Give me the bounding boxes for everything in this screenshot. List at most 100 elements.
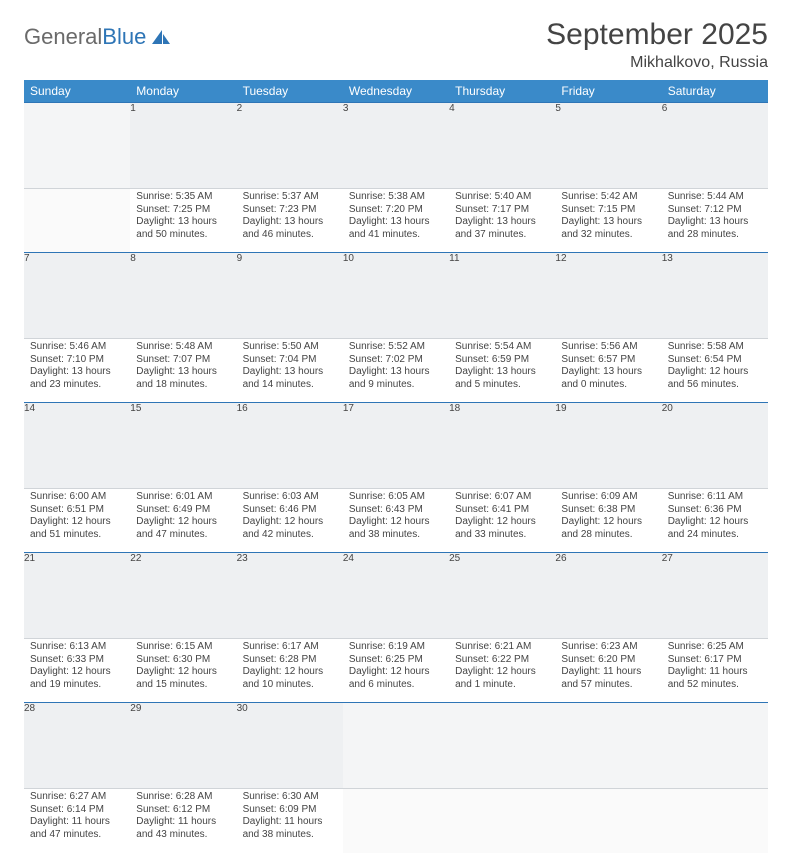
- day-details: Sunrise: 5:52 AMSunset: 7:02 PMDaylight:…: [343, 339, 449, 397]
- day-cell: Sunrise: 5:52 AMSunset: 7:02 PMDaylight:…: [343, 339, 449, 403]
- sunset-line: Sunset: 6:43 PM: [349, 504, 443, 517]
- daylight-line: Daylight: 12 hours and 42 minutes.: [243, 516, 337, 541]
- daylight-line: Daylight: 13 hours and 23 minutes.: [30, 366, 124, 391]
- sunrise-line: Sunrise: 6:25 AM: [668, 641, 762, 654]
- day-number-row: 123456: [24, 103, 768, 189]
- day-cell: [24, 189, 130, 253]
- sunset-line: Sunset: 6:22 PM: [455, 654, 549, 667]
- day-details: Sunrise: 5:37 AMSunset: 7:23 PMDaylight:…: [237, 189, 343, 247]
- sunset-line: Sunset: 7:25 PM: [136, 204, 230, 217]
- sunset-line: Sunset: 6:36 PM: [668, 504, 762, 517]
- logo-sail-icon: [150, 28, 172, 46]
- sunrise-line: Sunrise: 5:48 AM: [136, 341, 230, 354]
- day-number-cell: 13: [662, 253, 768, 339]
- sunset-line: Sunset: 6:54 PM: [668, 354, 762, 367]
- weekday-header: Saturday: [662, 80, 768, 103]
- daylight-line: Daylight: 12 hours and 10 minutes.: [243, 666, 337, 691]
- sunrise-line: Sunrise: 6:07 AM: [455, 491, 549, 504]
- weekday-header: Sunday: [24, 80, 130, 103]
- day-details: Sunrise: 6:25 AMSunset: 6:17 PMDaylight:…: [662, 639, 768, 697]
- sunrise-line: Sunrise: 6:17 AM: [243, 641, 337, 654]
- brand-part2: Blue: [102, 24, 146, 50]
- day-cell: Sunrise: 5:38 AMSunset: 7:20 PMDaylight:…: [343, 189, 449, 253]
- day-details: Sunrise: 6:27 AMSunset: 6:14 PMDaylight:…: [24, 789, 130, 847]
- day-details: Sunrise: 5:35 AMSunset: 7:25 PMDaylight:…: [130, 189, 236, 247]
- day-number-cell: [555, 703, 661, 789]
- sunset-line: Sunset: 6:38 PM: [561, 504, 655, 517]
- day-details: Sunrise: 5:44 AMSunset: 7:12 PMDaylight:…: [662, 189, 768, 247]
- daylight-line: Daylight: 11 hours and 57 minutes.: [561, 666, 655, 691]
- header: GeneralBlue September 2025 Mikhalkovo, R…: [24, 18, 768, 72]
- sunrise-line: Sunrise: 6:19 AM: [349, 641, 443, 654]
- day-details: Sunrise: 5:50 AMSunset: 7:04 PMDaylight:…: [237, 339, 343, 397]
- daylight-line: Daylight: 13 hours and 9 minutes.: [349, 366, 443, 391]
- sunrise-line: Sunrise: 5:46 AM: [30, 341, 124, 354]
- sunset-line: Sunset: 7:12 PM: [668, 204, 762, 217]
- day-number-row: 14151617181920: [24, 403, 768, 489]
- sunset-line: Sunset: 6:49 PM: [136, 504, 230, 517]
- sunrise-line: Sunrise: 6:30 AM: [243, 791, 337, 804]
- sunrise-line: Sunrise: 6:27 AM: [30, 791, 124, 804]
- day-number-cell: 7: [24, 253, 130, 339]
- sunrise-line: Sunrise: 5:35 AM: [136, 191, 230, 204]
- day-cell: Sunrise: 6:11 AMSunset: 6:36 PMDaylight:…: [662, 489, 768, 553]
- day-details: Sunrise: 6:15 AMSunset: 6:30 PMDaylight:…: [130, 639, 236, 697]
- daylight-line: Daylight: 13 hours and 50 minutes.: [136, 216, 230, 241]
- sunset-line: Sunset: 6:28 PM: [243, 654, 337, 667]
- daylight-line: Daylight: 13 hours and 37 minutes.: [455, 216, 549, 241]
- day-details: Sunrise: 5:56 AMSunset: 6:57 PMDaylight:…: [555, 339, 661, 397]
- sunrise-line: Sunrise: 6:00 AM: [30, 491, 124, 504]
- day-number-cell: 11: [449, 253, 555, 339]
- day-number-cell: [449, 703, 555, 789]
- day-number-cell: 6: [662, 103, 768, 189]
- sunrise-line: Sunrise: 6:01 AM: [136, 491, 230, 504]
- day-cell: Sunrise: 6:27 AMSunset: 6:14 PMDaylight:…: [24, 789, 130, 853]
- sunset-line: Sunset: 7:02 PM: [349, 354, 443, 367]
- day-number-cell: 18: [449, 403, 555, 489]
- day-cell: Sunrise: 6:03 AMSunset: 6:46 PMDaylight:…: [237, 489, 343, 553]
- weekday-header: Monday: [130, 80, 236, 103]
- sunrise-line: Sunrise: 5:50 AM: [243, 341, 337, 354]
- day-details: Sunrise: 6:01 AMSunset: 6:49 PMDaylight:…: [130, 489, 236, 547]
- day-cell: [343, 789, 449, 853]
- day-cell: Sunrise: 5:50 AMSunset: 7:04 PMDaylight:…: [237, 339, 343, 403]
- daylight-line: Daylight: 11 hours and 47 minutes.: [30, 816, 124, 841]
- day-cell: Sunrise: 6:05 AMSunset: 6:43 PMDaylight:…: [343, 489, 449, 553]
- week-row: Sunrise: 6:13 AMSunset: 6:33 PMDaylight:…: [24, 639, 768, 703]
- sunset-line: Sunset: 7:20 PM: [349, 204, 443, 217]
- day-details: Sunrise: 5:58 AMSunset: 6:54 PMDaylight:…: [662, 339, 768, 397]
- day-cell: Sunrise: 5:54 AMSunset: 6:59 PMDaylight:…: [449, 339, 555, 403]
- day-details: Sunrise: 5:42 AMSunset: 7:15 PMDaylight:…: [555, 189, 661, 247]
- day-number-cell: [343, 703, 449, 789]
- sunset-line: Sunset: 6:09 PM: [243, 804, 337, 817]
- day-number-cell: 1: [130, 103, 236, 189]
- day-number-cell: 29: [130, 703, 236, 789]
- sunrise-line: Sunrise: 6:23 AM: [561, 641, 655, 654]
- day-number-row: 282930: [24, 703, 768, 789]
- daylight-line: Daylight: 13 hours and 41 minutes.: [349, 216, 443, 241]
- daylight-line: Daylight: 13 hours and 28 minutes.: [668, 216, 762, 241]
- day-number-cell: [662, 703, 768, 789]
- daylight-line: Daylight: 12 hours and 6 minutes.: [349, 666, 443, 691]
- day-details: Sunrise: 6:17 AMSunset: 6:28 PMDaylight:…: [237, 639, 343, 697]
- weekday-header: Wednesday: [343, 80, 449, 103]
- sunset-line: Sunset: 6:33 PM: [30, 654, 124, 667]
- location-label: Mikhalkovo, Russia: [546, 54, 768, 72]
- day-cell: Sunrise: 6:17 AMSunset: 6:28 PMDaylight:…: [237, 639, 343, 703]
- day-number-cell: 23: [237, 553, 343, 639]
- day-cell: Sunrise: 6:28 AMSunset: 6:12 PMDaylight:…: [130, 789, 236, 853]
- sunrise-line: Sunrise: 6:15 AM: [136, 641, 230, 654]
- weekday-header: Tuesday: [237, 80, 343, 103]
- sunset-line: Sunset: 7:10 PM: [30, 354, 124, 367]
- sunset-line: Sunset: 7:04 PM: [243, 354, 337, 367]
- sunset-line: Sunset: 6:57 PM: [561, 354, 655, 367]
- day-number-cell: 25: [449, 553, 555, 639]
- day-cell: Sunrise: 6:19 AMSunset: 6:25 PMDaylight:…: [343, 639, 449, 703]
- day-cell: Sunrise: 6:00 AMSunset: 6:51 PMDaylight:…: [24, 489, 130, 553]
- day-number-cell: 9: [237, 253, 343, 339]
- weekday-header: Thursday: [449, 80, 555, 103]
- daylight-line: Daylight: 13 hours and 18 minutes.: [136, 366, 230, 391]
- day-cell: Sunrise: 5:48 AMSunset: 7:07 PMDaylight:…: [130, 339, 236, 403]
- day-details: Sunrise: 5:54 AMSunset: 6:59 PMDaylight:…: [449, 339, 555, 397]
- sunrise-line: Sunrise: 6:09 AM: [561, 491, 655, 504]
